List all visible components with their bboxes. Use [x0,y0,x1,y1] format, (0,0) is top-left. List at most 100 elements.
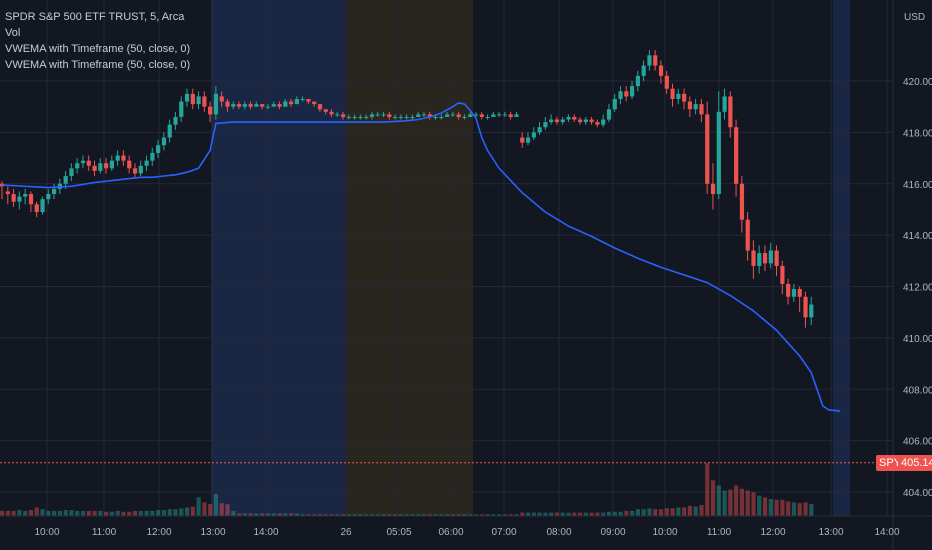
session-band [345,0,473,516]
volume-bar [179,508,184,516]
volume-bar [40,509,45,516]
volume-bar [294,513,299,516]
candle-body [456,114,461,117]
candle-body [202,96,207,107]
indicator-legend[interactable]: VWEMA with Timeframe (50, close, 0) [5,43,191,55]
candle-body [300,98,305,100]
volume-bar [277,513,282,516]
volume-bar [167,509,172,516]
candle-body [751,250,756,266]
candle-body [156,145,161,153]
time-tick-label: 13:00 [200,527,225,538]
candle-body [341,114,346,117]
volume-bar [809,504,814,516]
candle-body [184,93,190,102]
candle-body [98,163,103,171]
volume-bar [254,513,259,516]
candle-body [630,86,635,97]
candle-body [762,253,768,264]
candle-body [421,114,427,116]
time-tick-label: 08:00 [546,527,571,538]
volume-bar [75,510,80,516]
volume-bar [208,504,213,516]
volume-bar [317,514,323,516]
candle-body [699,104,704,115]
volume-bar [595,512,600,516]
volume-bar [456,514,461,516]
candle-body [236,104,242,107]
candle-body [768,250,773,264]
volume-bar [491,514,496,516]
candle-body [687,101,693,110]
candle-body [502,114,508,116]
volume-bar [393,514,398,516]
volume-bar [306,514,311,516]
volume-bar [774,499,779,516]
volume-bar [156,510,161,516]
volume-bar [710,480,716,516]
time-tick-label: 14:00 [253,527,278,538]
candle-body [213,93,219,115]
candle-body [786,283,791,297]
indicator-legend[interactable]: VWEMA with Timeframe (50, close, 0) [5,59,191,71]
volume-bar [670,508,675,516]
volume-bar [80,510,86,516]
price-tick-label: 412.00 [903,283,932,294]
candle-body [346,116,351,118]
volume-bar [554,512,560,516]
candle-body [641,65,646,76]
volume-bar [98,510,103,516]
volume-bar [109,511,115,516]
candle-body [468,114,473,117]
volume-bar [225,504,230,516]
volume-legend[interactable]: Vol [5,27,21,39]
candle-body [797,289,802,297]
volume-bar [196,497,201,516]
candle-body [612,98,617,110]
candle-body [404,116,409,118]
candle-body [387,114,392,117]
volume-bar [369,514,375,516]
volume-bar [271,513,276,516]
candle-body [358,116,363,118]
volume-bar [144,510,149,516]
candle-body [375,114,380,116]
candle-body [398,116,404,118]
volume-bar [161,510,167,516]
volume-bar [525,512,531,516]
volume-bar [265,513,271,516]
candle-body [34,204,39,213]
candle-body [676,93,681,99]
volume-bar [734,485,739,516]
time-tick-label: 11:00 [707,527,732,538]
candle-body [109,160,115,169]
volume-bar [583,512,588,516]
candle-body [601,119,606,125]
candle-body [757,253,762,266]
volume-bar [757,495,762,516]
candle-body [705,114,710,184]
candle-body [595,122,600,125]
symbol-title[interactable]: SPDR S&P 500 ETF TRUST, 5, Arca [5,11,185,23]
volume-bar [664,508,669,516]
candle-body [323,109,328,112]
candle-body [271,104,276,107]
volume-bar [190,506,195,516]
volume-bar [624,510,629,516]
time-tick-label: 14:00 [874,527,899,538]
volume-bar [17,510,22,516]
volume-bar [92,510,97,516]
candle-body [583,119,588,123]
candlesticks [0,50,814,328]
volume-bar [387,514,392,516]
price-tick-label: 410.00 [903,334,932,345]
candle-body [219,96,224,102]
volume-bar [381,514,386,516]
volume-bar [364,514,369,516]
volume-bar [699,504,704,516]
candle-body [647,55,652,66]
volume-bar [410,514,415,516]
price-tick-label: 420.00 [903,77,932,88]
